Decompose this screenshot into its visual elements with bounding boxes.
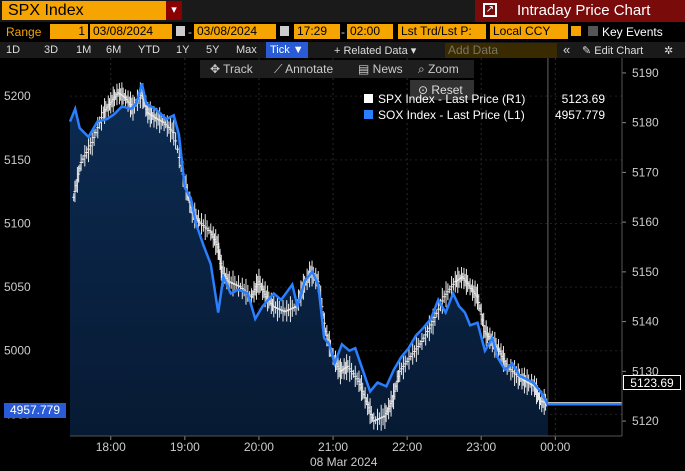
news-tool[interactable]: ▤ News: [358, 62, 403, 76]
legend-series-name: SPX Index - Last Price (R1): [378, 92, 526, 106]
right-axis-ticks: 5120 5130 5140 5150 5160 5170 5180 5190: [622, 66, 659, 428]
x-tick-label: 22:00: [392, 440, 422, 454]
collapse-icon[interactable]: «: [563, 42, 571, 57]
period-ytd[interactable]: YTD: [138, 44, 160, 56]
date-label: 08 Mar 2024: [310, 455, 378, 469]
left-tick-label: 5050: [4, 280, 31, 294]
edit-chart-button[interactable]: ✎ Edit Chart: [582, 45, 644, 57]
range-controls: Range 1 03/08/2024 - 03/08/2024 17:29 - …: [0, 23, 685, 41]
ticker-field[interactable]: SPX Index: [2, 1, 182, 20]
legend-series-value: 4957.779: [554, 108, 605, 122]
left-tick-label: 5100: [4, 216, 31, 230]
settings-icon[interactable]: ✲: [664, 45, 674, 57]
legend-swatch: [364, 94, 373, 103]
period-1d[interactable]: 1D: [6, 44, 21, 56]
zoom-tool[interactable]: ⌕ Zoom: [418, 62, 459, 76]
chart-tools: ✥ Track ⟋ Annotate ▤ News ⌕ Zoom: [200, 60, 474, 78]
left-tick-label: 5000: [4, 344, 31, 358]
key-events-label: Key Events: [602, 25, 663, 39]
right-tick-label: 5170: [632, 165, 659, 179]
x-tick-label: 19:00: [170, 440, 200, 454]
ticker-menu-button[interactable]: ▾: [166, 1, 182, 20]
add-data-input[interactable]: Add Data: [445, 43, 557, 58]
period-max[interactable]: Max: [236, 44, 257, 56]
spx-last-price-line: [547, 58, 622, 404]
start-date-field[interactable]: 03/08/2024: [90, 24, 172, 39]
chart-legend: SPX Index - Last Price (R1) 5123.69 SOX …: [360, 91, 615, 123]
time-separator: -: [341, 25, 345, 39]
title-bar: SPX Index ▾ ↗ Intraday Price Chart: [0, 0, 685, 22]
currency-select[interactable]: Local CCY: [490, 24, 568, 39]
period-5y[interactable]: 5Y: [206, 44, 220, 56]
left-axis-ticks: 495050005050510051505200: [4, 89, 31, 421]
left-tick-label: 5200: [4, 89, 31, 103]
x-tick-label: 21:00: [318, 440, 348, 454]
end-time-field[interactable]: 02:00: [347, 24, 393, 39]
date-separator: -: [188, 25, 192, 39]
export-icon[interactable]: ↗: [483, 3, 497, 17]
reset-label: ⊙ Reset: [418, 83, 463, 97]
calendar-icon[interactable]: [280, 26, 289, 36]
legend-series-value: 5123.69: [561, 92, 605, 106]
reset-zoom-button[interactable]: ⊙ Reset: [410, 80, 474, 100]
period-1m[interactable]: 1M: [76, 44, 92, 56]
period-tick[interactable]: Tick ▼: [266, 42, 308, 58]
chart-title: Intraday Price Chart: [517, 2, 651, 19]
x-axis-ticks: 18:00 19:00 20:00 21:00 22:00 23:00 00:00: [96, 436, 571, 454]
spx-last-price-badge: 5123.69: [623, 375, 681, 390]
right-tick-label: 5150: [632, 265, 659, 279]
related-data-button[interactable]: + Related Data ▾: [334, 45, 417, 57]
chart-title-area: ↗ Intraday Price Chart: [475, 0, 685, 22]
legend-swatch: [364, 110, 373, 119]
legend-series-name: SOX Index - Last Price (L1): [378, 108, 525, 122]
range-number-field[interactable]: 1: [50, 24, 88, 39]
x-tick-label: 18:00: [96, 440, 126, 454]
range-label: Range: [6, 25, 42, 39]
x-tick-label: 23:00: [466, 440, 496, 454]
calendar-icon[interactable]: [176, 26, 185, 36]
legend-row-spx[interactable]: SPX Index - Last Price (R1) 5123.69: [360, 91, 615, 107]
period-toolbar: 1D 3D 1M 6M YTD 1Y 5Y Max Tick ▼ + Relat…: [0, 42, 685, 58]
legend-row-sox[interactable]: SOX Index - Last Price (L1) 4957.779: [360, 107, 615, 123]
right-tick-label: 5120: [632, 414, 659, 428]
sox-last-price-badge: 4957.779: [4, 403, 66, 418]
period-6m[interactable]: 6M: [106, 44, 122, 56]
sox-series-line: [68, 83, 549, 406]
period-3d[interactable]: 3D: [44, 44, 59, 56]
track-tool[interactable]: ✥ Track: [210, 62, 253, 76]
right-tick-label: 5160: [632, 215, 659, 229]
end-date-field[interactable]: 03/08/2024: [194, 24, 276, 39]
right-tick-label: 5180: [632, 116, 659, 130]
right-tick-label: 5130: [632, 364, 659, 378]
key-events-checkbox[interactable]: [588, 26, 598, 36]
annotate-tool[interactable]: ⟋ Annotate: [274, 62, 334, 76]
x-tick-label: 20:00: [244, 440, 274, 454]
right-tick-label: 5190: [632, 66, 659, 80]
sox-area-fill: [70, 83, 548, 437]
currency-dropdown-icon[interactable]: [571, 26, 581, 36]
left-tick-label: 5150: [4, 153, 31, 167]
period-1y[interactable]: 1Y: [176, 44, 190, 56]
start-time-field[interactable]: 17:29: [294, 24, 340, 39]
price-type-select[interactable]: Lst Trd/Lst P:: [398, 24, 486, 39]
x-tick-label: 00:00: [540, 440, 570, 454]
right-tick-label: 5140: [632, 315, 659, 329]
